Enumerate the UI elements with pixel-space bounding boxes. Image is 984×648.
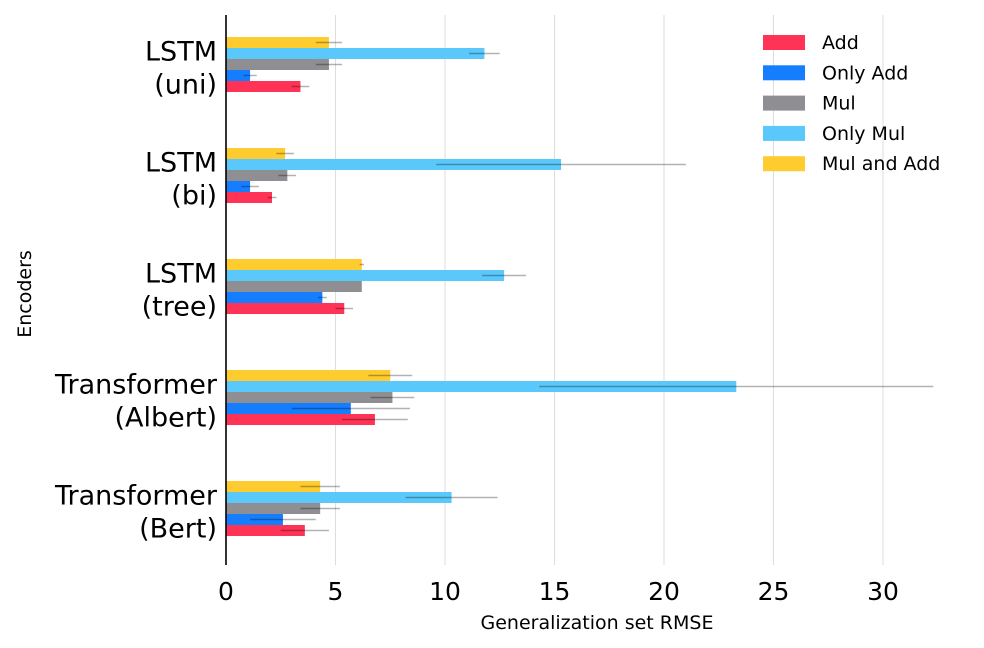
bar — [226, 514, 283, 525]
legend-swatch — [763, 35, 805, 50]
bar — [226, 503, 321, 514]
x-tick-label: 15 — [539, 577, 571, 606]
category-label: Transformer — [54, 481, 218, 512]
bar — [226, 281, 362, 292]
x-tick-label: 5 — [328, 577, 344, 606]
category-label: Transformer — [54, 370, 218, 401]
x-tick-label: 0 — [218, 577, 234, 606]
category-label: (uni) — [154, 70, 217, 101]
legend: Add Only Add Mul Only Mul Mul and Add — [763, 32, 940, 175]
bar — [226, 48, 485, 59]
bar — [226, 292, 323, 303]
bar — [226, 159, 562, 170]
legend-label: Mul and Add — [822, 153, 940, 175]
bar — [226, 270, 505, 281]
category-label: LSTM — [145, 37, 217, 68]
legend-label: Add — [822, 32, 859, 54]
bar — [226, 525, 305, 536]
y-axis-label: Encoders — [14, 250, 36, 338]
legend-label: Only Add — [822, 62, 908, 84]
x-tick-label: 30 — [867, 577, 899, 606]
bar — [226, 81, 301, 92]
legend-swatch — [763, 156, 805, 172]
category-label: (bi) — [171, 181, 217, 212]
bar — [226, 403, 351, 414]
legend-swatch — [763, 95, 805, 111]
bar — [226, 392, 393, 403]
bar — [226, 381, 737, 392]
x-tick-labels: 0 5 10 15 20 25 30 — [218, 577, 899, 606]
bar — [226, 481, 321, 492]
category-label: (Albert) — [115, 403, 217, 434]
category-label: LSTM — [145, 148, 217, 179]
bar — [226, 70, 251, 81]
category-label: (tree) — [142, 292, 217, 323]
x-tick-label: 20 — [648, 577, 680, 606]
bar — [226, 259, 362, 270]
error-bars — [241, 41, 934, 532]
bar — [226, 492, 452, 503]
legend-swatch — [763, 65, 805, 81]
x-tick-label: 25 — [758, 577, 790, 606]
category-label: LSTM — [145, 259, 217, 290]
x-tick-label: 10 — [429, 577, 461, 606]
bar — [226, 414, 375, 425]
bar — [226, 181, 251, 192]
bar — [226, 37, 329, 48]
legend-label: Mul — [822, 93, 856, 115]
bar — [226, 192, 272, 203]
bar — [226, 170, 288, 181]
bars — [226, 37, 737, 536]
bar — [226, 148, 286, 159]
legend-label: Only Mul — [822, 123, 905, 145]
bar — [226, 59, 329, 70]
category-labels: LSTM(uni)LSTM(bi)LSTM(tree)Transformer(A… — [54, 37, 218, 545]
legend-swatch — [763, 125, 805, 141]
x-axis-label: Generalization set RMSE — [481, 612, 714, 634]
category-label: (Bert) — [139, 514, 217, 545]
bar — [226, 370, 391, 381]
bar — [226, 303, 345, 314]
